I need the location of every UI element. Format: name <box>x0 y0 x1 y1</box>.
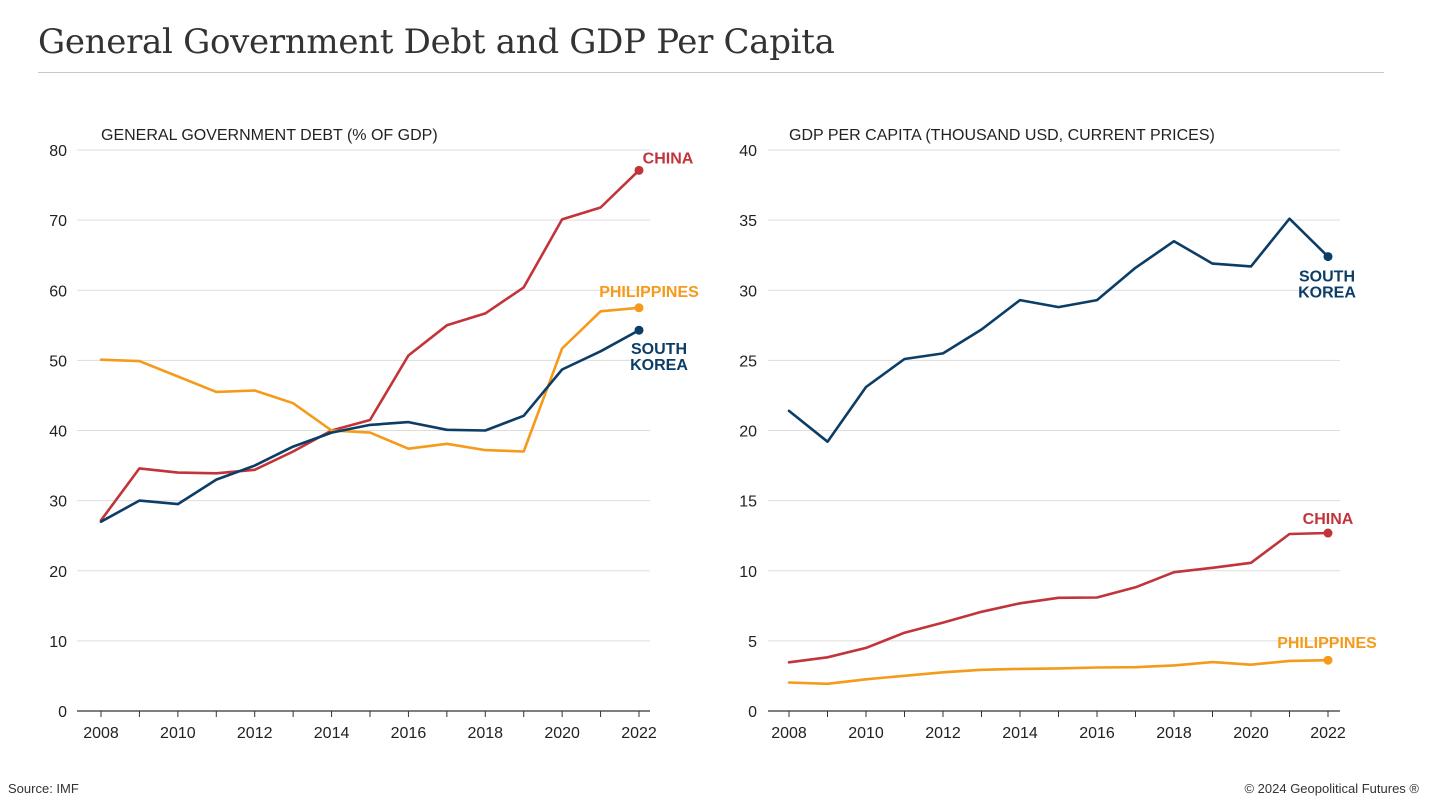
gdp-x-tick-label: 2014 <box>1002 725 1038 742</box>
debt-china-label: CHINA <box>643 150 694 167</box>
debt-series-china-line <box>99 168 641 522</box>
gdp-philippines-point-2022 <box>1323 655 1333 665</box>
debt-series-south-korea-line <box>99 328 641 524</box>
debt-x-tick-label: 2014 <box>314 725 350 742</box>
debt-south-korea-label: SOUTH KOREA <box>630 341 688 374</box>
debt-y-tick-label: 10 <box>49 634 67 651</box>
gdp-china-point-2022 <box>1323 528 1333 538</box>
debt-y-tick-label: 0 <box>58 704 67 721</box>
gdp-y-tick-label: 5 <box>748 634 757 651</box>
title-divider <box>38 72 1384 73</box>
gdp-x-tick-label: 2020 <box>1233 725 1269 742</box>
debt-x-tick-label: 2022 <box>621 725 657 742</box>
debt-x-tick-label: 2012 <box>237 725 273 742</box>
debt-x-tick-label: 2020 <box>544 725 580 742</box>
debt-chart: GENERAL GOVERNMENT DEBT (% OF GDP) 0 10 20 3… <box>0 110 700 760</box>
debt-x-tick-label: 2016 <box>391 725 427 742</box>
gdp-south-korea-label: SOUTH KOREA <box>1298 269 1356 302</box>
debt-y-tick-label: 20 <box>49 564 67 581</box>
gdp-y-tick-label: 10 <box>739 564 757 581</box>
source-note: Source: IMF <box>8 781 79 796</box>
debt-chart-svg: GENERAL GOVERNMENT DEBT (% OF GDP) 0 10 20 3… <box>49 127 699 742</box>
debt-series-philippines-line <box>99 306 641 453</box>
debt-x-tick-label: 2018 <box>467 725 503 742</box>
debt-x-tick-label: 2010 <box>160 725 196 742</box>
gdp-series-philippines-line <box>787 658 1330 686</box>
gdp-chart-title: GDP PER CAPITA (THOUSAND USD, CURRENT PR… <box>789 127 1215 144</box>
gdp-y-tick-label: 0 <box>748 704 757 721</box>
gdp-x-tick-label: 2012 <box>925 725 961 742</box>
page-title: General Government Debt and GDP Per Capi… <box>38 22 835 62</box>
debt-y-tick-label: 60 <box>49 283 67 300</box>
gdp-y-tick-label: 25 <box>739 353 757 370</box>
debt-y-tick-label: 80 <box>49 143 67 160</box>
debt-y-tick-label: 30 <box>49 494 67 511</box>
gdp-south-korea-point-2022 <box>1323 252 1333 262</box>
gdp-x-tick-label: 2010 <box>848 725 884 742</box>
gdp-x-tick-label: 2008 <box>771 725 807 742</box>
debt-south-korea-point-2022 <box>634 325 644 335</box>
copyright-note: © 2024 Geopolitical Futures ® <box>1244 781 1419 796</box>
gdp-y-tick-label: 40 <box>739 143 757 160</box>
debt-philippines-point-2022 <box>634 303 644 313</box>
debt-y-tick-label: 40 <box>49 424 67 441</box>
gdp-china-label: CHINA <box>1303 511 1354 528</box>
gdp-per-capita-chart: GDP PER CAPITA (THOUSAND USD, CURRENT PR… <box>700 110 1400 760</box>
gdp-x-tick-label: 2022 <box>1310 725 1346 742</box>
gdp-x-tick-label: 2018 <box>1156 725 1192 742</box>
gdp-series-china-line <box>787 531 1330 664</box>
gdp-y-tick-label: 15 <box>739 494 757 511</box>
debt-y-tick-label: 50 <box>49 353 67 370</box>
gdp-y-tick-label: 20 <box>739 424 757 441</box>
gdp-per-capita-chart-svg: GDP PER CAPITA (THOUSAND USD, CURRENT PR… <box>739 127 1377 742</box>
debt-x-tick-label: 2008 <box>83 725 119 742</box>
debt-china-point-2022 <box>634 165 644 175</box>
debt-chart-title: GENERAL GOVERNMENT DEBT (% OF GDP) <box>101 127 438 144</box>
gdp-y-tick-label: 35 <box>739 213 757 230</box>
debt-y-tick-label: 70 <box>49 213 67 230</box>
gdp-x-tick-label: 2016 <box>1079 725 1115 742</box>
gdp-y-tick-label: 30 <box>739 283 757 300</box>
gdp-series-south-korea-line <box>787 217 1330 444</box>
debt-philippines-label: PHILIPPINES <box>599 284 699 301</box>
gdp-philippines-label: PHILIPPINES <box>1277 635 1377 652</box>
